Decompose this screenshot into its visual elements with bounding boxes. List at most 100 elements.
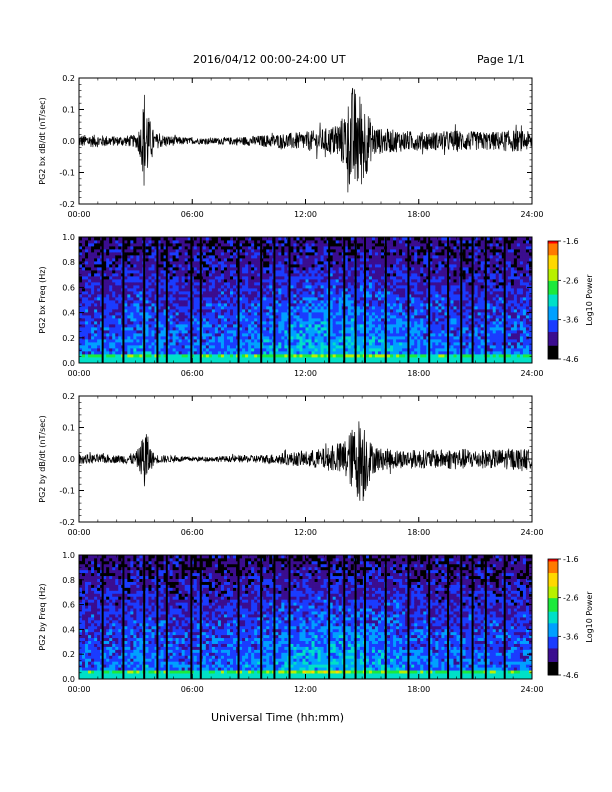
panel-1-heat-cell [88,345,92,349]
panel-1-heat-cell [130,339,134,343]
panel-1-heat-cell [269,243,273,247]
panel-1-heat-cell [193,294,198,298]
panel-1-heat-cell [284,351,288,355]
panel-1-heat-cell [374,252,379,256]
panel-1-heat-cell [411,288,415,292]
panel-1-heat-cell [106,261,110,265]
panel-1-heat-cell [112,336,116,340]
panel-1-heat-cell [214,312,219,316]
panel-1-heat-cell [91,288,95,292]
panel-1-heat-cell [205,342,210,346]
panel-1-heat-cell [239,336,243,340]
panel-1-heat-cell [157,348,161,352]
panel-1-heat-cell [377,291,382,295]
panel-1-heat-cell [157,270,161,274]
panel-1-heat-cell [308,273,312,277]
panel-1-heat-cell [405,270,409,274]
panel-1-heat-cell [94,291,98,295]
panel-1-heat-cell [426,339,430,343]
panel-1-heat-cell [377,318,382,322]
panel-1-heat-cell [290,300,294,304]
panel-1-heat-cell [399,288,403,292]
panel-1-heat-cell [166,291,170,295]
panel-1-heat-cell [154,357,158,361]
panel-1-heat-cell [284,294,288,298]
panel-1-heat-cell [220,315,225,319]
panel-1-heat-cell [190,285,195,289]
panel-1-heat-cell [223,360,228,364]
panel-1-heat-cell [368,279,373,283]
panel-1-heat-cell [374,273,379,277]
panel-1-heat-cell [148,240,152,244]
panel-1-heat-cell [347,282,352,286]
panel-1-heat-cell [296,360,300,364]
panel-1-heat-cell [350,261,355,265]
panel-1-heat-cell [214,303,219,307]
panel-1-heat-cell [266,291,270,295]
panel-1-heat-cell [387,273,391,277]
panel-1-heat-cell [242,360,246,364]
panel-1-heat-cell [175,336,180,340]
panel-1-heat-cell [278,300,282,304]
panel-1-heat-cell [320,324,325,328]
panel-1-heat-cell [393,318,397,322]
panel-1-heat-cell [377,306,382,310]
panel-1-heat-cell [417,351,421,355]
panel-1-heat-cell [408,288,412,292]
panel-1-heat-cell [374,324,379,328]
panel-1-heat-cell [420,324,424,328]
panel-1-heat-cell [82,354,86,358]
panel-1-heat-cell [426,294,430,298]
panel-1-heat-cell [160,291,164,295]
panel-1-heat-cell [423,351,427,355]
panel-1-heat-cell [214,360,219,364]
panel-1-heat-cell [151,273,155,277]
panel-1-heat-cell [296,285,300,289]
panel-1-heat-cell [387,240,391,244]
panel-1-heat-cell [175,261,180,265]
panel-1-heat-cell [97,240,101,244]
panel-1-heat-cell [359,249,364,253]
panel-1-heat-cell [347,360,352,364]
panel-1-heat-cell [205,321,210,325]
panel-1-heat-cell [332,357,337,361]
panel-1-heat-cell [332,264,337,268]
panel-1-heat-cell [269,288,273,292]
panel-1-heat-cell [374,294,379,298]
panel-1-heat-cell [387,270,391,274]
panel-1-heat-cell [293,243,297,247]
panel-1-heat-cell [214,300,219,304]
panel-1-heat-cell [269,300,273,304]
panel-1-heat-cell [151,360,155,364]
panel-1-heat-cell [293,297,297,301]
panel-1-heat-cell [305,270,309,274]
panel-1-heat-cell [305,333,309,337]
panel-1-heat-cell [338,342,343,346]
panel-1-heat-cell [193,348,198,352]
panel-1-heat-cell [124,312,128,316]
panel-1-heat-cell [381,255,385,259]
panel-1-heat-cell [359,357,364,361]
panel-1-heat-cell [88,246,92,250]
panel-1-heat-cell [257,309,261,313]
panel-1-heat-cell [154,333,158,337]
panel-1-heat-cell [109,276,113,280]
panel-1-heat-cell [157,258,161,262]
panel-1-heat-cell [344,249,349,253]
panel-1-heat-cell [217,285,222,289]
panel-1-heat-cell [163,273,167,277]
panel-1-heat-cell [94,315,98,319]
panel-1-heat-cell [136,312,140,316]
panel-1-heat-cell [308,348,312,352]
panel-1-heat-cell [239,255,243,259]
panel-1-heat-cell [254,324,258,328]
panel-1-heat-cell [356,255,361,259]
panel-1-heat-cell [314,321,318,325]
panel-1-heat-cell [396,339,400,343]
panel-1-heat-cell [251,252,255,256]
panel-1-heat-cell [411,318,415,322]
panel-1-heat-cell [79,312,83,316]
panel-1-heat-cell [190,261,195,265]
panel-1-heat-cell [109,246,113,250]
panel-1-heat-cell [148,315,152,319]
